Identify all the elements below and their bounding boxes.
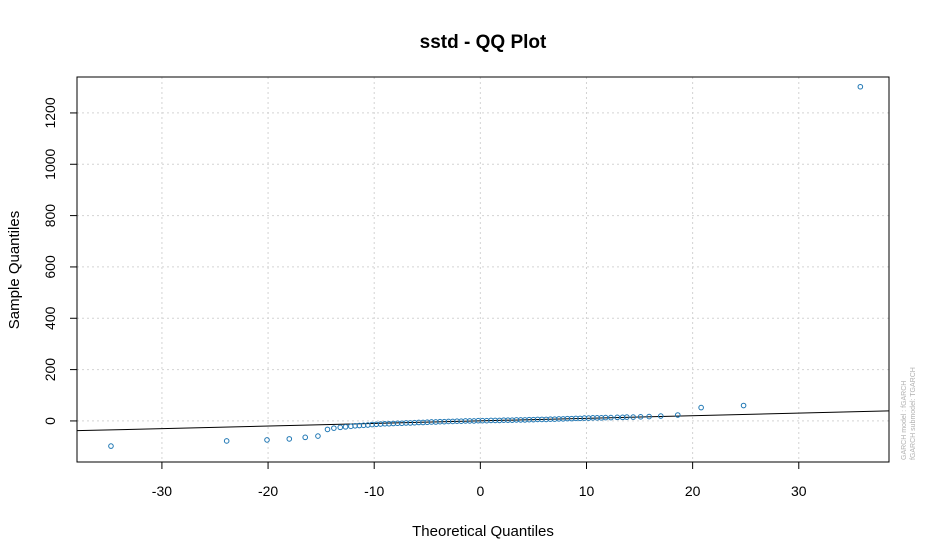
plot-frame	[76, 76, 890, 463]
side-note-model: GARCH model : fGARCH	[901, 381, 908, 460]
y-axis: 0 200 400 600 800 1000 1200	[42, 97, 77, 425]
side-note-submodel: fGARCH submodel: TGARCH	[910, 367, 917, 460]
x-tick-label: -20	[258, 483, 278, 499]
x-tick-label: -30	[152, 483, 172, 499]
x-tick-label: 30	[791, 483, 807, 499]
data-point	[324, 426, 331, 433]
qq-reference-line	[76, 410, 890, 432]
y-tick-label: 600	[42, 255, 58, 279]
y-tick-label: 200	[42, 358, 58, 382]
data-point	[337, 424, 344, 431]
data-point	[740, 402, 747, 409]
data-point	[315, 433, 321, 439]
data-point	[608, 414, 614, 421]
y-axis-label: Sample Quantiles	[6, 211, 23, 329]
x-tick-label: 0	[476, 483, 484, 499]
x-axis: -30 -20 -10 0 10 20 30	[152, 462, 807, 499]
data-point	[223, 438, 230, 444]
data-point	[331, 425, 337, 431]
data-point	[342, 424, 349, 430]
data-point	[698, 404, 704, 411]
data-point	[657, 413, 664, 419]
y-tick-label: 1000	[42, 148, 58, 179]
grid-lines	[77, 77, 889, 462]
x-tick-label: 10	[579, 483, 595, 499]
data-point	[624, 414, 630, 420]
y-tick-label: 800	[42, 204, 58, 228]
data-point	[264, 437, 270, 443]
y-tick-label: 0	[42, 417, 58, 425]
y-tick-label: 400	[42, 306, 58, 330]
data-point	[630, 414, 636, 420]
data-point	[614, 414, 621, 421]
data-point	[637, 414, 644, 420]
data-point	[646, 413, 652, 420]
data-point	[286, 436, 293, 442]
data-point	[602, 414, 609, 421]
x-tick-label: 20	[685, 483, 701, 499]
y-tick-label: 1200	[42, 97, 58, 128]
data-points	[108, 83, 864, 449]
data-point	[857, 83, 864, 90]
x-axis-label: Theoretical Quantiles	[412, 523, 554, 540]
data-point	[674, 412, 681, 418]
chart-title: sstd - QQ Plot	[420, 32, 547, 53]
x-tick-label: -10	[364, 483, 384, 499]
data-point	[302, 434, 309, 441]
data-point	[108, 443, 114, 449]
reference-line	[76, 410, 890, 432]
